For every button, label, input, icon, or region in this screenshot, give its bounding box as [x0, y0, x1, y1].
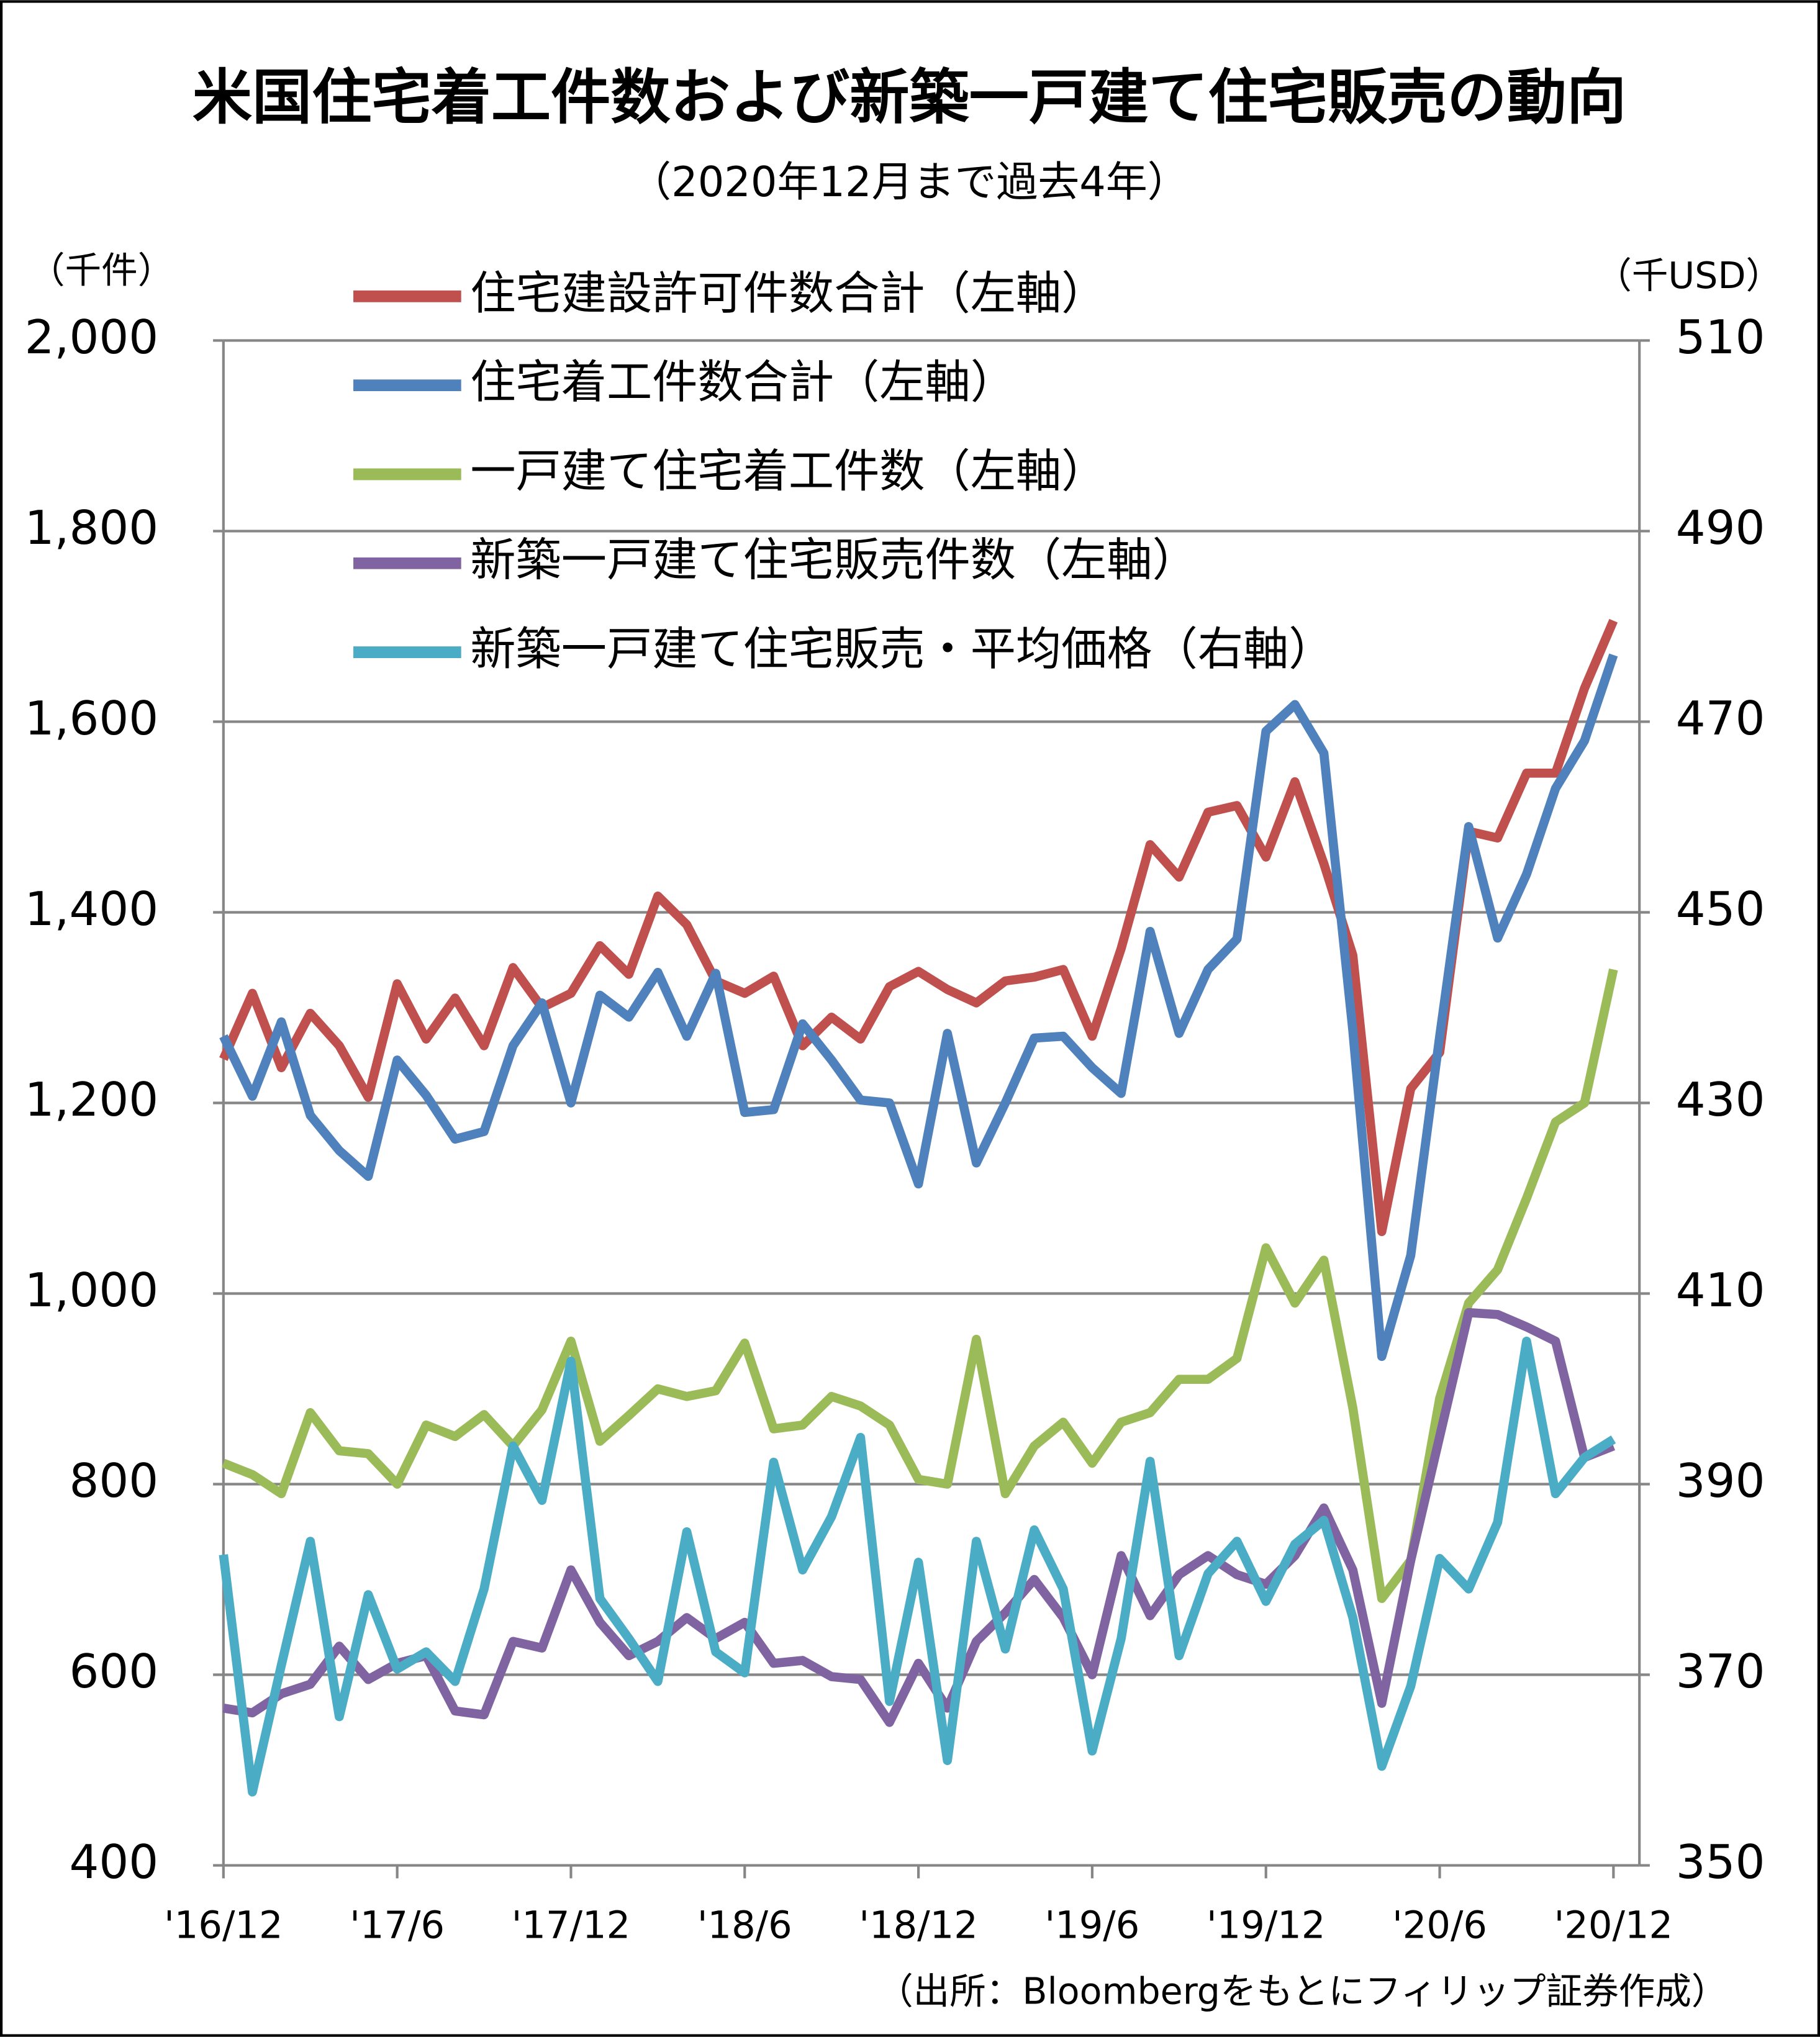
y2-tick-label: 410	[1676, 1263, 1765, 1317]
y2-tick-label: 510	[1676, 310, 1765, 364]
x-tick-label: '17/12	[512, 1904, 630, 1948]
x-tick-label: '18/12	[859, 1904, 977, 1948]
chart-subtitle: （2020年12月まで過去4年）	[630, 158, 1189, 206]
y-tick-label: 600	[70, 1644, 159, 1699]
y2-tick-label: 450	[1676, 882, 1765, 936]
series-line	[219, 1336, 1616, 1797]
series-line	[219, 653, 1618, 1362]
legend-label: 一戸建て住宅着工件数（左軸）	[470, 445, 1107, 498]
y-tick-label: 1,400	[25, 882, 159, 936]
y2-tick-label: 390	[1676, 1453, 1765, 1508]
y2-tick-label: 350	[1676, 1835, 1765, 1889]
legend-label: 住宅建設許可件数合計（左軸）	[470, 267, 1107, 320]
y-tick-label: 800	[70, 1453, 159, 1508]
source-note: （出所：Bloombergをもとにフィリップ証券作成）	[877, 1971, 1727, 2013]
series-line	[222, 1308, 1616, 1727]
legend-label: 住宅着工件数合計（左軸）	[470, 356, 1016, 409]
y2-axis-label: （千USD）	[1595, 255, 1782, 297]
x-tick-label: '16/12	[164, 1904, 283, 1948]
x-tick-label: '17/6	[350, 1904, 445, 1948]
y-tick-label: 1,800	[25, 500, 159, 555]
y-tick-label: 2,000	[25, 310, 159, 364]
x-tick-label: '19/12	[1207, 1904, 1325, 1948]
y-axis-label: （千件）	[29, 250, 174, 292]
x-tick-label: '20/12	[1554, 1904, 1673, 1948]
chart-title: 米国住宅着工件数および新築一戸建て住宅販売の動向	[192, 63, 1626, 132]
y-tick-label: 1,200	[25, 1072, 159, 1127]
y2-tick-label: 490	[1676, 500, 1765, 555]
y2-tick-label: 470	[1676, 691, 1765, 746]
legend-label: 新築一戸建て住宅販売件数（左軸）	[470, 534, 1198, 587]
x-tick-label: '20/6	[1392, 1904, 1487, 1948]
x-tick-label: '18/6	[697, 1904, 792, 1948]
x-tick-label: '19/6	[1044, 1904, 1139, 1948]
y2-tick-label: 370	[1676, 1644, 1765, 1699]
y-tick-label: 1,600	[25, 691, 159, 746]
y-tick-label: 400	[70, 1835, 159, 1889]
series-line	[222, 969, 1618, 1604]
y-tick-label: 1,000	[25, 1263, 159, 1317]
series-line	[219, 618, 1618, 1237]
legend-label: 新築一戸建て住宅販売・平均価格（右軸）	[470, 623, 1334, 676]
y2-tick-label: 430	[1676, 1072, 1765, 1127]
